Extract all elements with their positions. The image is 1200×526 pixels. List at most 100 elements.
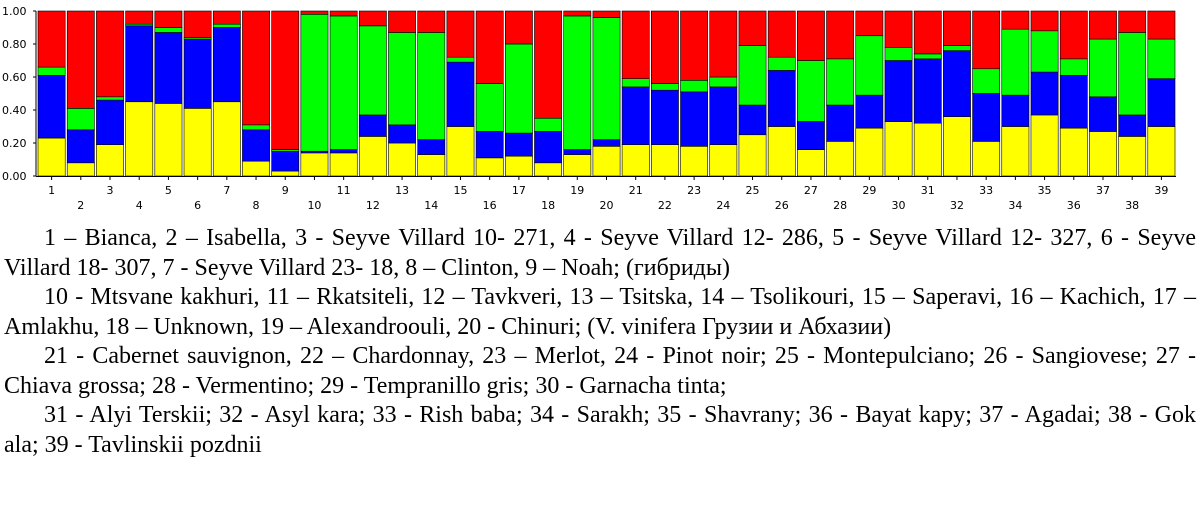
x-tick-label: 34 — [1008, 199, 1022, 212]
bar-segment-21-2 — [621, 86, 650, 145]
bar-segment-11-1 — [329, 152, 358, 177]
x-tick-label: 7 — [223, 184, 230, 197]
bar-segment-35-2 — [1030, 71, 1059, 116]
bar-segment-17-3 — [504, 43, 533, 134]
bar-segment-26-1 — [767, 126, 796, 177]
bar-segment-35-3 — [1030, 30, 1059, 73]
bar-segment-27-2 — [797, 121, 825, 150]
caption-paragraph-georgia: 10 - Mtsvane kakhuri, 11 – Rkatsiteli, 1… — [4, 284, 1196, 340]
bar-segment-8-3 — [242, 124, 270, 131]
x-tick-label: 10 — [307, 199, 321, 212]
bar-segment-39-1 — [1147, 126, 1176, 177]
bar-segment-30-4 — [884, 10, 913, 48]
bar-segment-32-3 — [943, 45, 971, 51]
bar-segment-1-2 — [37, 75, 66, 139]
bar-segment-22-4 — [651, 10, 679, 84]
bar-segment-29-4 — [855, 10, 884, 37]
bar-segment-12-2 — [358, 114, 387, 137]
y-tick-label: 0.60 — [2, 71, 27, 84]
bar-segment-22-2 — [651, 89, 679, 145]
bar-segment-6-2 — [183, 38, 212, 109]
bar-segment-31-1 — [913, 122, 942, 177]
bar-segment-34-2 — [1001, 94, 1030, 127]
x-tick-label: 14 — [424, 199, 438, 212]
x-axis: 1234567891011121314151617181920212223242… — [36, 176, 1176, 212]
bar-segment-37-4 — [1089, 10, 1117, 40]
x-tick-label: 38 — [1125, 199, 1139, 212]
bar-segment-11-4 — [329, 10, 358, 17]
bar-segment-23-2 — [680, 91, 709, 147]
y-tick-label: 0.20 — [2, 137, 27, 150]
x-tick-label: 23 — [687, 184, 701, 197]
bar-segment-29-1 — [855, 127, 884, 177]
x-tick-label: 27 — [804, 184, 818, 197]
bar-segment-24-2 — [709, 86, 738, 145]
x-tick-label: 29 — [862, 184, 876, 197]
bar-segment-34-4 — [1001, 10, 1030, 30]
bar-segment-5-4 — [154, 10, 183, 28]
bar-segment-3-1 — [96, 144, 124, 177]
bar-segment-34-1 — [1001, 126, 1030, 177]
bar-segment-15-2 — [446, 61, 475, 127]
bar-segment-39-3 — [1147, 38, 1176, 79]
bar-segment-28-4 — [826, 10, 855, 60]
bar-segment-13-1 — [388, 142, 416, 177]
bar-segment-13-2 — [388, 124, 416, 144]
x-tick-label: 11 — [337, 184, 351, 197]
x-tick-label: 25 — [746, 184, 760, 197]
bar-segment-19-1 — [563, 154, 592, 177]
bar-segment-22-3 — [651, 83, 679, 91]
bar-segment-38-4 — [1118, 10, 1147, 33]
bar-segment-19-4 — [563, 10, 592, 17]
x-tick-label: 9 — [282, 184, 289, 197]
bar-segment-6-1 — [183, 108, 212, 177]
bar-segment-7-2 — [212, 27, 241, 103]
bar-segment-14-3 — [417, 32, 446, 141]
y-tick-label: 0.80 — [2, 38, 27, 51]
bar-segment-18-4 — [534, 10, 562, 119]
x-tick-label: 5 — [165, 184, 172, 197]
bar-segment-2-4 — [66, 10, 95, 109]
bar-segment-3-3 — [96, 96, 124, 101]
bar-segment-4-1 — [125, 101, 154, 177]
bar-segment-8-1 — [242, 160, 270, 177]
bar-segment-5-2 — [154, 32, 183, 104]
bar-segment-7-3 — [212, 23, 241, 28]
bar-segment-10-3 — [300, 14, 329, 152]
bar-segment-36-4 — [1059, 10, 1088, 60]
stacked-bars — [37, 10, 1176, 177]
bar-segment-33-2 — [972, 93, 1001, 142]
bar-segment-37-3 — [1089, 38, 1117, 98]
bar-segment-25-1 — [738, 134, 767, 177]
x-tick-label: 39 — [1154, 184, 1168, 197]
bar-segment-18-2 — [534, 131, 562, 164]
bar-segment-20-2 — [592, 139, 621, 147]
bar-segment-9-2 — [271, 150, 300, 172]
bar-segment-36-1 — [1059, 127, 1088, 177]
x-tick-label: 18 — [541, 199, 555, 212]
bar-segment-32-2 — [943, 50, 971, 117]
bar-segment-28-3 — [826, 58, 855, 106]
x-tick-label: 30 — [892, 199, 906, 212]
bar-segment-35-4 — [1030, 10, 1059, 32]
bar-segment-4-4 — [125, 10, 154, 25]
caption-paragraph-hybrids: 1 – Bianca, 2 – Isabella, 3 - Seyve Vill… — [4, 225, 1196, 281]
bar-segment-2-2 — [66, 129, 95, 164]
x-tick-label: 4 — [136, 199, 143, 212]
bar-segment-30-2 — [884, 60, 913, 122]
bar-segment-29-2 — [855, 94, 884, 129]
bar-segment-31-4 — [913, 10, 942, 55]
bar-segment-1-3 — [37, 66, 66, 76]
bar-segment-28-1 — [826, 141, 855, 177]
bar-segment-27-1 — [797, 149, 825, 177]
bar-segment-20-1 — [592, 146, 621, 177]
bar-segment-32-4 — [943, 10, 971, 46]
bar-segment-23-1 — [680, 146, 709, 177]
bar-segment-8-2 — [242, 129, 270, 162]
x-tick-label: 36 — [1067, 199, 1081, 212]
bar-segment-7-4 — [212, 10, 241, 25]
bar-segment-26-3 — [767, 56, 796, 71]
x-tick-label: 19 — [570, 184, 584, 197]
bar-segment-15-3 — [446, 56, 475, 63]
bar-segment-25-4 — [738, 10, 767, 46]
